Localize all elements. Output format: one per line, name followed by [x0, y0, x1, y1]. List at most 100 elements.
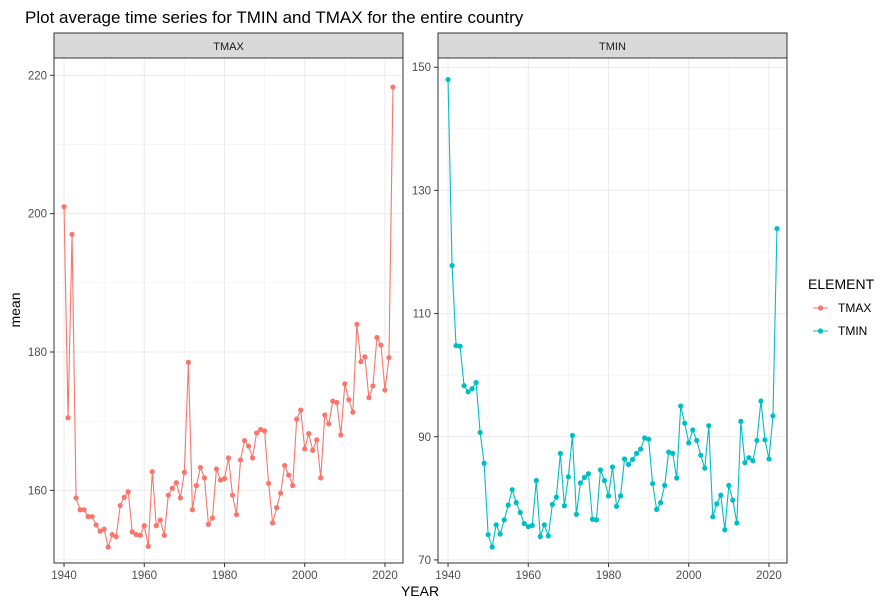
data-point-tmax	[165, 492, 171, 498]
x-tick-label-tmin: 1960	[515, 570, 541, 582]
data-point-tmin	[698, 452, 704, 458]
data-point-tmin	[738, 418, 744, 424]
data-point-tmax	[225, 455, 232, 461]
data-point-tmax	[149, 469, 155, 475]
data-point-tmin	[722, 527, 728, 533]
data-point-tmin	[513, 500, 519, 506]
panel-tmin-border	[437, 57, 788, 564]
data-point-tmin	[702, 465, 708, 471]
data-point-tmin	[706, 423, 712, 429]
data-point-tmin	[621, 456, 628, 462]
data-point-tmin	[453, 343, 459, 349]
data-point-tmin	[529, 522, 535, 529]
legend-title: ELEMENT	[808, 276, 875, 292]
chart-title: Plot average time series for TMIN and TM…	[25, 8, 524, 27]
data-point-tmax	[193, 482, 200, 489]
legend-label-tmin: TMIN	[838, 324, 867, 338]
data-point-tmax	[270, 520, 276, 526]
data-point-tmax	[286, 472, 292, 478]
data-point-tmin	[637, 446, 644, 452]
data-point-tmin	[694, 437, 700, 444]
x-axis-title: YEAR	[401, 583, 439, 599]
data-point-tmax	[77, 507, 83, 513]
data-point-tmin	[521, 520, 527, 527]
data-point-tmax	[310, 447, 316, 453]
panel-tmin: TMIN 70 90 110 130 150 1940 1960 1980 2000 2020	[412, 32, 788, 582]
data-point-tmin	[501, 517, 507, 523]
data-point-tmax	[306, 431, 312, 437]
data-point-tmin	[617, 493, 624, 499]
data-point-tmax	[378, 342, 384, 348]
data-point-tmax	[217, 477, 224, 483]
data-point-tmax	[205, 521, 212, 527]
data-point-tmax	[382, 387, 388, 393]
data-point-tmax	[117, 502, 123, 509]
x-tick-label-tmax: 2000	[292, 570, 318, 582]
data-point-tmin	[589, 516, 596, 522]
data-point-tmin	[658, 500, 664, 506]
data-point-tmax	[318, 475, 324, 481]
data-point-tmax	[294, 416, 300, 422]
data-point-tmax	[189, 507, 195, 513]
y-tick-label-tmin: 150	[412, 62, 431, 74]
data-point-tmax	[93, 522, 99, 528]
data-point-tmin	[670, 450, 676, 456]
data-point-tmax	[209, 515, 216, 521]
data-point-tmin	[593, 517, 600, 523]
data-point-tmax	[346, 397, 352, 403]
data-point-tmax	[390, 84, 396, 90]
data-point-tmax	[105, 544, 111, 550]
x-tick-label-tmin: 1940	[435, 570, 461, 582]
data-point-tmin	[654, 506, 660, 513]
data-point-tmax	[322, 412, 328, 418]
data-point-tmax	[350, 409, 356, 415]
data-point-tmax	[113, 534, 119, 540]
data-point-tmin	[774, 225, 780, 232]
legend: ELEMENT TMAX TMIN	[808, 276, 875, 338]
data-point-tmin	[742, 460, 748, 466]
data-point-tmin	[485, 532, 491, 538]
y-tick-label-tmin: 130	[412, 185, 431, 197]
data-point-tmin	[457, 343, 463, 349]
data-point-tmax	[302, 446, 308, 452]
data-point-tmin	[533, 477, 539, 484]
data-point-tmax	[233, 511, 240, 518]
data-point-tmin	[746, 455, 752, 461]
data-point-tmax	[334, 399, 340, 406]
data-point-tmax	[101, 526, 107, 532]
data-point-tmax	[213, 466, 220, 472]
data-point-tmin	[509, 487, 515, 493]
y-tick-label-tmin: 110	[413, 309, 431, 321]
data-point-tmin	[581, 474, 588, 480]
data-point-tmax	[342, 381, 348, 387]
data-point-tmax	[133, 532, 139, 538]
data-point-tmin	[734, 520, 740, 526]
x-axis-tmax: 1940 1960 1980 2000 2020	[51, 563, 398, 582]
y-tick-label-tmax: 220	[28, 70, 47, 82]
panel-tmax: TMAX 160 180 200 220 1940 1960 1980 2000 2020	[28, 32, 404, 582]
data-point-tmax	[282, 462, 288, 469]
data-point-tmin	[646, 436, 652, 442]
y-tick-label-tmin: 90	[418, 432, 431, 444]
data-point-tmin	[493, 522, 499, 528]
strip-tmin-bg	[437, 32, 788, 59]
data-point-tmax	[362, 354, 368, 360]
data-point-tmax	[262, 428, 268, 434]
data-point-tmax	[249, 455, 256, 461]
data-point-tmax	[89, 514, 95, 520]
data-point-tmin	[465, 389, 471, 395]
data-point-tmax	[173, 480, 179, 486]
data-point-tmin	[537, 533, 543, 540]
y-tick-label-tmax: 160	[28, 485, 47, 497]
data-point-tmin	[605, 493, 612, 499]
strip-tmax-label: TMAX	[213, 41, 244, 53]
data-point-tmax	[245, 443, 252, 449]
y-tick-label-tmax: 180	[28, 347, 47, 359]
data-point-tmin	[762, 437, 768, 443]
data-point-tmin	[549, 501, 555, 508]
data-point-tmin	[541, 522, 547, 528]
data-point-tmin	[766, 456, 772, 462]
data-point-tmin	[505, 502, 511, 508]
data-point-tmax	[330, 398, 336, 404]
